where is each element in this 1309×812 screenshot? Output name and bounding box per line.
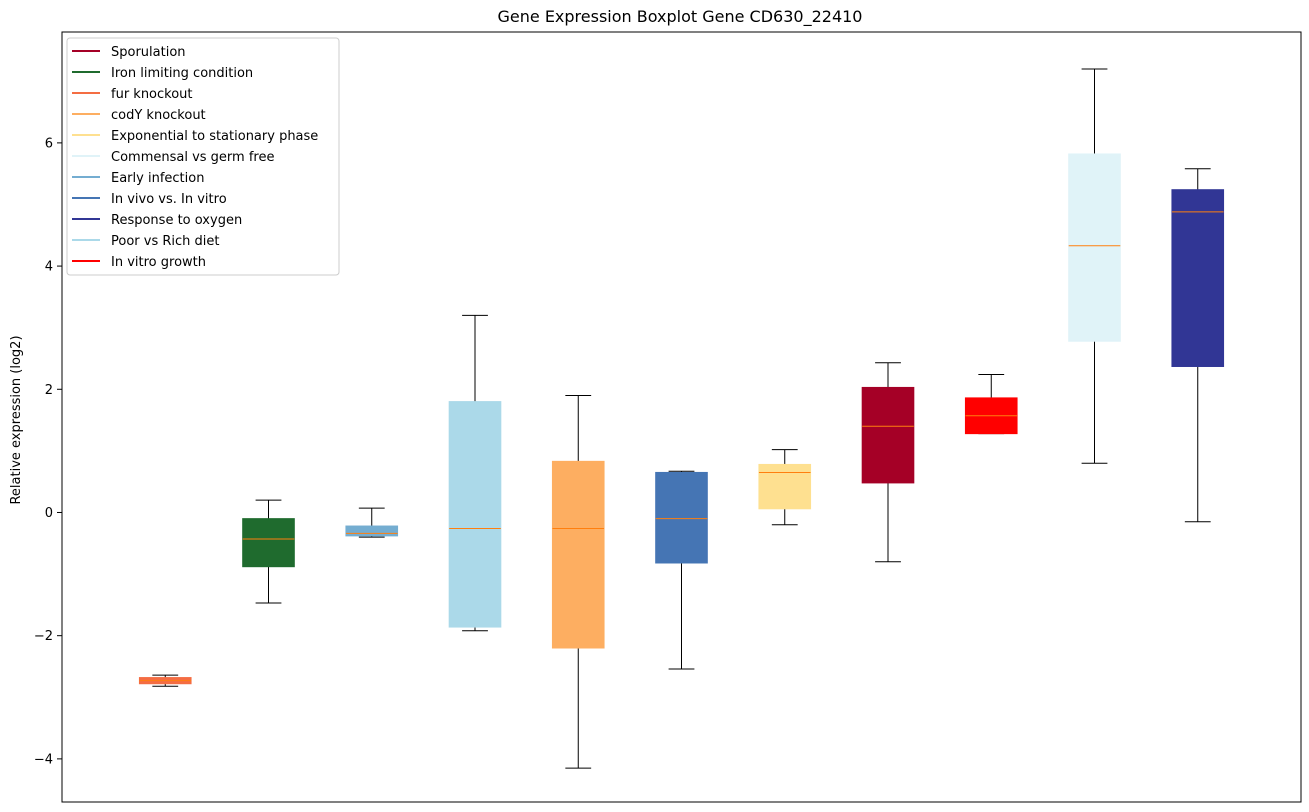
boxes-layer — [138, 68, 1225, 769]
legend-label: Response to oxygen — [111, 213, 242, 228]
legend-label: Commensal vs germ free — [111, 150, 274, 165]
box-3 — [345, 507, 399, 538]
legend-label: Poor vs Rich diet — [111, 234, 219, 249]
legend-label: Iron limiting condition — [111, 66, 253, 81]
plot-frame — [61, 31, 1302, 803]
box-iqr — [758, 463, 812, 510]
box-7 — [758, 449, 812, 526]
box-1 — [138, 674, 192, 687]
box-iqr — [1068, 153, 1121, 342]
box-iqr — [242, 518, 295, 568]
y-tick-label: −2 — [34, 629, 53, 644]
legend-label: codY knockout — [111, 108, 206, 123]
box-iqr — [655, 471, 708, 564]
box-iqr — [551, 460, 605, 649]
legend-label: Sporulation — [111, 45, 186, 60]
y-tick-label: 4 — [45, 260, 53, 275]
box-iqr — [448, 401, 502, 628]
box-2 — [242, 499, 295, 604]
box-6 — [655, 470, 708, 670]
legend-label: In vivo vs. In vitro — [111, 192, 227, 207]
box-iqr — [1171, 189, 1225, 367]
y-tick-label: 2 — [45, 383, 53, 398]
box-4 — [448, 314, 502, 632]
y-tick-label: −4 — [34, 752, 53, 767]
y-tick-label: 6 — [45, 136, 53, 151]
box-5 — [551, 394, 605, 769]
box-8 — [861, 362, 915, 563]
chart-title: Gene Expression Boxplot Gene CD630_22410 — [498, 7, 863, 27]
y-axis-label: Relative expression (log2) — [9, 335, 24, 504]
box-iqr — [345, 525, 399, 537]
box-9 — [964, 373, 1018, 435]
legend-label: Exponential to stationary phase — [111, 129, 318, 144]
legend-label: fur knockout — [111, 87, 193, 102]
legend-label: Early infection — [111, 171, 204, 186]
box-11 — [1171, 168, 1225, 523]
y-tick-label: 0 — [45, 506, 53, 521]
y-axis: −4 −2 0 2 4 6 — [34, 136, 62, 767]
box-iqr — [861, 386, 915, 484]
legend: Sporulation Iron limiting condition fur kn… — [66, 37, 340, 276]
legend-frame — [66, 37, 340, 276]
legend-label: In vitro growth — [111, 255, 206, 270]
box-10 — [1068, 68, 1121, 464]
